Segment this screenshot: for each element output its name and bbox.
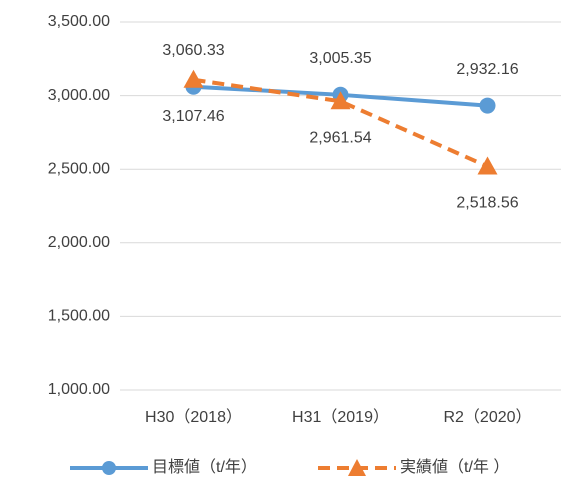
data-label: 3,005.35 [309,50,371,67]
y-tick-label: 3,500.00 [48,13,110,30]
legend-label: 目標値（t/年） [152,458,257,476]
point [477,156,498,175]
x-tick-label: H30（2018） [145,408,242,426]
y-tick-label: 2,500.00 [48,160,110,177]
legend-label: 実績値（t/年 ） [400,458,509,476]
point [183,69,204,88]
legend-marker [348,459,366,476]
point [330,91,351,110]
y-tick-label: 3,000.00 [48,87,110,104]
x-tick-label: R2（2020） [443,408,531,426]
y-tick-label: 2,000.00 [48,234,110,251]
x-tick-label: H31（2019） [292,408,389,426]
series-line [193,77,489,169]
data-label: 2,518.56 [456,195,518,212]
data-label: 2,961.54 [309,129,371,146]
y-tick-label: 1,500.00 [48,308,110,325]
data-label: 3,060.33 [162,42,224,59]
data-label: 3,107.46 [162,108,224,125]
y-tick-label: 1,000.00 [48,381,110,398]
point [479,97,496,114]
data-label: 2,932.16 [456,61,518,78]
legend-marker [102,461,116,475]
